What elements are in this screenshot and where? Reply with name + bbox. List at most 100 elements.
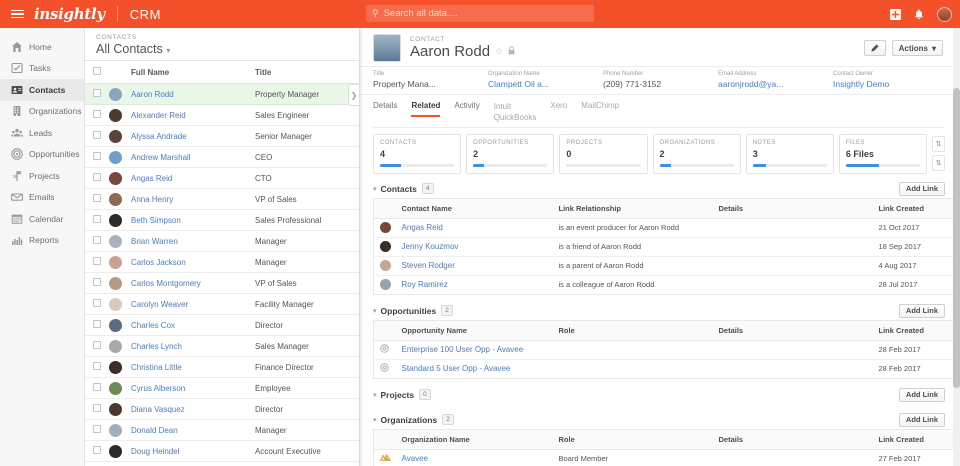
contact-link[interactable]: Anna Henry bbox=[131, 194, 174, 204]
field-value[interactable]: Insightly Demo bbox=[833, 79, 890, 89]
record-link[interactable]: Enterprise 100 User Opp - Avavee bbox=[401, 345, 524, 354]
row-checkbox[interactable] bbox=[93, 278, 101, 286]
chevron-right-icon[interactable]: ❯ bbox=[348, 84, 359, 106]
contact-link[interactable]: Alyssa Andrade bbox=[131, 131, 187, 141]
tab-details[interactable]: Details bbox=[373, 101, 398, 110]
hamburger-icon[interactable] bbox=[0, 9, 34, 19]
tab-activity[interactable]: Activity bbox=[454, 101, 480, 110]
field-value[interactable]: Clampett Oil a... bbox=[488, 79, 549, 89]
table-row[interactable]: Aaron Rodd Property Manager bbox=[85, 83, 359, 105]
table-row[interactable]: Doug Heindel Account Executive bbox=[85, 440, 359, 462]
tab-related[interactable]: Related bbox=[411, 101, 441, 117]
notification-bell-icon[interactable] bbox=[914, 9, 924, 20]
sidebar-item-calendar[interactable]: Calendar bbox=[0, 208, 84, 230]
sidebar-item-emails[interactable]: Emails bbox=[0, 187, 84, 209]
contact-link[interactable]: Angas Reid bbox=[131, 173, 173, 183]
table-row[interactable]: Roy Ramirez is a colleague of Aaron Rodd 2… bbox=[374, 275, 960, 294]
column-header-title[interactable]: Title bbox=[253, 60, 359, 84]
record-link[interactable]: Angas Reid bbox=[401, 223, 443, 232]
stat-card-organizations[interactable]: ORGANIZATIONS 2 bbox=[652, 134, 741, 174]
sidebar-item-reports[interactable]: Reports bbox=[0, 230, 84, 252]
row-checkbox[interactable] bbox=[93, 404, 101, 412]
row-checkbox[interactable] bbox=[93, 131, 101, 139]
contact-link[interactable]: Carlos Jackson bbox=[131, 257, 186, 267]
sidebar-item-tasks[interactable]: Tasks bbox=[0, 58, 84, 80]
row-checkbox[interactable] bbox=[93, 173, 101, 181]
tab-intuit-quickbooks[interactable]: Intuit QuickBooks bbox=[493, 102, 537, 122]
record-link[interactable]: Avavee bbox=[401, 454, 429, 463]
chevron-down-icon[interactable]: ▾ bbox=[373, 307, 377, 315]
add-link-button[interactable]: Add Link bbox=[898, 303, 945, 318]
row-checkbox[interactable] bbox=[93, 215, 101, 223]
contact-link[interactable]: Andrew Marshall bbox=[131, 152, 191, 162]
record-link[interactable]: Standard 5 User Opp - Avavee bbox=[401, 364, 511, 373]
stat-card-opportunities[interactable]: OPPORTUNITIES 2 bbox=[466, 134, 555, 174]
table-row[interactable]: Enterprise 100 User Opp - Avavee 28 Feb 2… bbox=[373, 340, 960, 360]
collapse-up-icon[interactable]: ⇅ bbox=[932, 136, 946, 153]
record-link[interactable]: Jenny Kouzmov bbox=[401, 242, 459, 251]
contact-link[interactable]: Brian Warren bbox=[131, 236, 178, 246]
contact-link[interactable]: Charles Cox bbox=[131, 320, 176, 330]
collapse-down-icon[interactable]: ⇅ bbox=[932, 155, 946, 172]
row-checkbox[interactable] bbox=[93, 257, 101, 265]
actions-button[interactable]: Actions ▾ bbox=[891, 40, 943, 56]
global-search[interactable]: ⚲ bbox=[366, 5, 594, 22]
table-row[interactable]: Carlos Jackson Manager bbox=[85, 251, 359, 273]
table-row[interactable]: Andrew Marshall CEO bbox=[85, 146, 359, 168]
contact-link[interactable]: Charles Lynch bbox=[131, 341, 182, 351]
table-row[interactable]: Charles Lynch Sales Manager bbox=[85, 335, 359, 357]
table-row[interactable]: Douglas AlvarezVP of Sales bbox=[85, 461, 359, 466]
row-checkbox[interactable] bbox=[93, 320, 101, 328]
tab-mailchimp[interactable]: MailChimp bbox=[581, 101, 620, 110]
sidebar-item-opportunities[interactable]: Opportunities bbox=[0, 144, 84, 166]
table-row[interactable]: Steven Rodger is a parent of Aaron Rodd 4 … bbox=[373, 256, 960, 276]
table-row[interactable]: Jenny Kouzmov is a friend of Aaron Rodd 18… bbox=[373, 237, 960, 257]
contact-link[interactable]: Christina Little bbox=[131, 362, 182, 372]
row-checkbox[interactable] bbox=[93, 194, 101, 202]
record-link[interactable]: Steven Rodger bbox=[401, 261, 455, 270]
table-row[interactable]: Christina Little Finance Director bbox=[85, 356, 359, 378]
row-checkbox[interactable] bbox=[93, 425, 101, 433]
insightly-logo[interactable]: insightly bbox=[34, 5, 105, 23]
table-row[interactable]: Cyrus Alberson Employee bbox=[85, 377, 359, 399]
table-row[interactable]: Brian Warren Manager bbox=[85, 230, 359, 252]
chevron-down-icon[interactable]: ▾ bbox=[373, 416, 377, 424]
detail-scrollbar[interactable] bbox=[953, 28, 960, 466]
row-checkbox[interactable] bbox=[93, 299, 101, 307]
row-checkbox[interactable] bbox=[93, 446, 101, 454]
user-avatar[interactable] bbox=[937, 6, 952, 22]
field-value[interactable]: aaronjrodd@ya... bbox=[718, 79, 784, 89]
sidebar-item-organizations[interactable]: Organizations bbox=[0, 101, 84, 123]
tab-xero[interactable]: Xero bbox=[550, 101, 568, 110]
table-row[interactable]: Donald Dean Manager bbox=[85, 419, 359, 441]
row-checkbox[interactable] bbox=[93, 89, 101, 97]
lock-icon[interactable] bbox=[508, 46, 515, 57]
table-row[interactable]: Beth Simpson Sales Professional bbox=[85, 209, 359, 231]
add-link-button[interactable]: Add Link bbox=[898, 387, 945, 402]
table-row[interactable]: Carlos Montgomery VP of Sales bbox=[85, 272, 359, 294]
stat-card-contacts[interactable]: CONTACTS 4 bbox=[373, 134, 462, 174]
apps-grid-icon[interactable] bbox=[890, 8, 901, 20]
row-checkbox[interactable] bbox=[93, 383, 101, 391]
table-row[interactable]: Alexander Reid Sales Engineer bbox=[85, 104, 359, 126]
table-row[interactable]: Carolyn Weaver Facility Manager bbox=[85, 293, 359, 315]
row-checkbox[interactable] bbox=[93, 341, 101, 349]
star-outline-icon[interactable]: ☆ bbox=[495, 46, 504, 56]
row-checkbox[interactable] bbox=[93, 110, 101, 118]
sidebar-item-leads[interactable]: Leads bbox=[0, 122, 84, 144]
pencil-edit-icon[interactable] bbox=[863, 40, 886, 56]
contact-link[interactable]: Alexander Reid bbox=[131, 110, 186, 120]
contact-link[interactable]: Carolyn Weaver bbox=[131, 299, 189, 309]
row-checkbox[interactable] bbox=[93, 236, 101, 244]
contact-link[interactable]: Cyrus Alberson bbox=[131, 383, 186, 393]
table-row[interactable]: Diana Vasquez Director bbox=[85, 398, 359, 420]
contact-link[interactable]: Carlos Montgomery bbox=[131, 278, 201, 288]
table-row[interactable]: Angas Reid CTO bbox=[85, 167, 359, 189]
table-row[interactable]: Alyssa Andrade Senior Manager bbox=[85, 125, 359, 147]
row-checkbox[interactable] bbox=[93, 362, 101, 370]
table-row[interactable]: Anna Henry VP of Sales bbox=[85, 188, 359, 210]
sidebar-item-contacts[interactable]: Contacts bbox=[0, 79, 84, 101]
search-input[interactable] bbox=[383, 8, 588, 19]
